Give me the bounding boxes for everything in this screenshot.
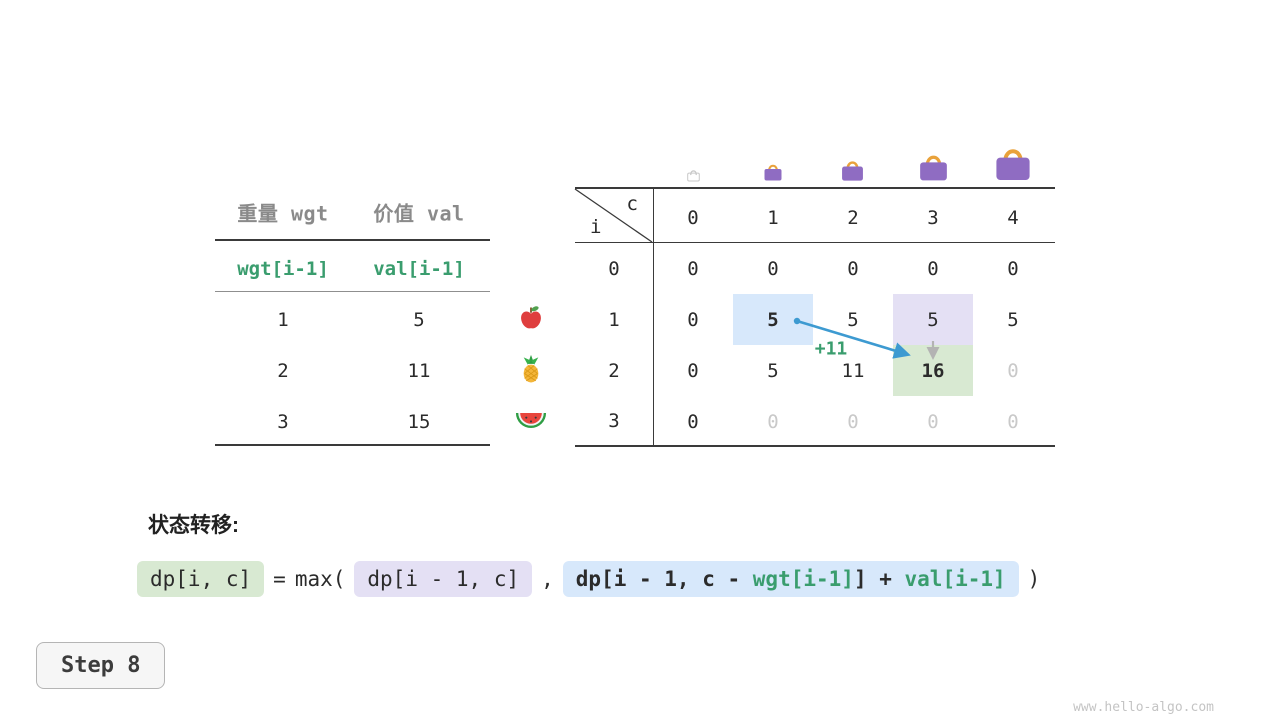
formula-take-wgt: wgt[i-1] — [752, 567, 854, 591]
formula-max-open: max( — [294, 567, 346, 591]
bag-capacity-0-icon — [687, 170, 700, 182]
items-table-bottom-rule — [215, 444, 490, 446]
dp-cell-2-3: 16 — [893, 345, 973, 396]
dp-table-body: 0 0 0 0 0 0 5 5 5 5 0 5 11 16 0 0 0 0 0 … — [653, 243, 1053, 447]
formula-take-prefix: dp[i - 1, c - — [575, 567, 753, 591]
item-2-weight: 2 — [277, 360, 289, 382]
dp-cell-1-3: 5 — [893, 294, 973, 345]
dp-cell-3-1: 0 — [767, 410, 779, 433]
dp-col-header-1: 1 — [767, 207, 779, 229]
dp-row-header-1: 1 — [608, 309, 620, 331]
items-col-header-val: 价值 val — [373, 201, 465, 226]
dp-table-bottom-rule — [575, 445, 1055, 447]
item-3-value: 15 — [407, 411, 431, 433]
item-1-value: 5 — [413, 309, 425, 331]
dp-table-vertical-rule — [653, 188, 654, 447]
formula-equals-sign: = — [273, 567, 286, 591]
dp-cell-0-4: 0 — [1007, 257, 1019, 280]
dp-cell-1-2: 5 — [847, 308, 859, 331]
formula-close-paren: ) — [1027, 567, 1041, 591]
bag-capacity-2-icon — [842, 161, 863, 181]
formula-take-mid: ] + — [853, 567, 905, 591]
items-table-subheader-rule — [215, 291, 490, 292]
dp-row-header-3: 3 — [608, 410, 620, 432]
bag-capacity-1-icon — [764, 164, 782, 181]
dp-cell-2-1: 5 — [767, 359, 779, 382]
item-3-weight: 3 — [277, 411, 289, 433]
dp-cell-1-0: 0 — [687, 308, 699, 331]
dp-cell-0-1: 0 — [767, 257, 779, 280]
state-transition-heading: 状态转移: — [148, 514, 239, 537]
items-table-header-rule — [215, 239, 490, 241]
dp-cell-3-3: 0 — [927, 410, 939, 433]
corner-capacity-label: c — [626, 193, 638, 215]
formula-option-skip: dp[i - 1, c] — [354, 561, 533, 597]
item-1-weight: 1 — [277, 309, 289, 331]
transition-add-value-label: +11 — [814, 338, 848, 360]
dp-cell-3-4: 0 — [1007, 410, 1019, 433]
state-transition-formula: dp[i, c] = max( dp[i - 1, c] , dp[i - 1,… — [137, 561, 1040, 597]
apple-icon — [521, 306, 541, 329]
watermark: www.hello-algo.com — [1073, 700, 1214, 715]
dp-col-header-0: 0 — [687, 207, 699, 229]
dp-row-header-0: 0 — [608, 258, 620, 280]
dp-cell-0-2: 0 — [847, 257, 859, 280]
bag-capacity-4-icon — [996, 149, 1030, 181]
bag-capacity-3-icon — [920, 155, 947, 181]
formula-comma: , — [541, 567, 554, 591]
dp-table-top-rule — [575, 187, 1055, 189]
step-badge: Step 8 — [36, 642, 166, 689]
items-col-header-wgt: 重量 wgt — [237, 201, 329, 226]
formula-take-val: val[i-1] — [904, 567, 1006, 591]
dp-cell-2-0: 0 — [687, 359, 699, 382]
items-subheader-wgt: wgt[i-1] — [237, 258, 329, 280]
dp-row-header-2: 2 — [608, 360, 620, 382]
dp-col-header-4: 4 — [1007, 207, 1019, 229]
dp-cell-2-4: 0 — [1007, 359, 1019, 382]
pineapple-icon — [523, 354, 539, 383]
dp-cell-3-2: 0 — [847, 410, 859, 433]
corner-item-label: i — [590, 216, 602, 238]
watermelon-icon — [515, 412, 547, 429]
dp-cell-1-1: 5 — [733, 294, 813, 345]
dp-col-header-2: 2 — [847, 207, 859, 229]
dp-cell-2-2: 11 — [841, 359, 865, 382]
formula-dp-current: dp[i, c] — [137, 561, 265, 597]
dp-cell-3-0: 0 — [687, 410, 699, 433]
dp-table-header-rule — [575, 242, 1055, 243]
dp-col-header-3: 3 — [927, 207, 939, 229]
dp-cell-1-4: 5 — [1007, 308, 1019, 331]
dp-cell-0-3: 0 — [927, 257, 939, 280]
item-2-value: 11 — [407, 360, 431, 382]
formula-option-take: dp[i - 1, c - wgt[i-1]] + val[i-1] — [562, 561, 1019, 597]
items-subheader-val: val[i-1] — [373, 258, 465, 280]
dp-corner-cell: c i — [575, 188, 653, 243]
dp-cell-0-0: 0 — [687, 257, 699, 280]
